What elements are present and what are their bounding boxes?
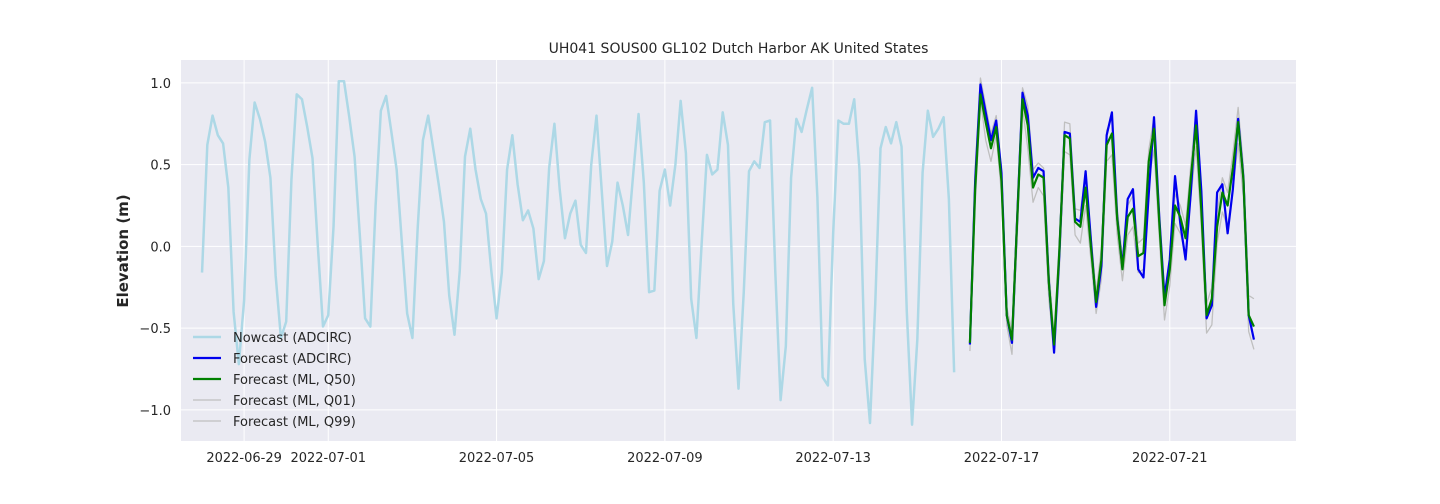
series-lines: [200, 77, 1255, 426]
x-tick-labels: 2022-06-29 2022-07-01 2022-07-05 2022-07-09…: [206, 451, 1207, 466]
chart-title: UH041 SOUS00 GL102 Dutch Harbor AK Unite…: [549, 41, 929, 57]
y-axis-label: Elevation (m): [114, 194, 132, 307]
x-tick-label: 2022-06-29: [206, 451, 282, 466]
x-tick-label: 2022-07-01: [290, 451, 366, 466]
series-forecast-ml-q50: [968, 93, 1255, 346]
y-tick-label: 1.0: [150, 77, 171, 92]
x-gridlines: [243, 60, 1171, 441]
x-tick-label: 2022-07-13: [795, 451, 871, 466]
legend-label: Nowcast (ADCIRC): [233, 331, 352, 346]
legend-label: Forecast (ML, Q01): [233, 394, 356, 409]
y-tick-label: 0.5: [150, 159, 171, 174]
x-tick-label: 2022-07-05: [459, 451, 535, 466]
x-tick-label: 2022-07-09: [627, 451, 703, 466]
y-tick-label: −1.0: [139, 404, 171, 419]
legend-label: Forecast (ADCIRC): [233, 352, 352, 367]
y-tick-labels: 1.0 0.5 0.0 −0.5 −1.0: [139, 77, 171, 419]
x-tick-label: 2022-07-21: [1132, 451, 1208, 466]
series-nowcast-adcirc: [200, 80, 956, 426]
legend-label: Forecast (ML, Q50): [233, 373, 356, 388]
legend-label: Forecast (ML, Q99): [233, 415, 356, 430]
y-tick-label: −0.5: [139, 322, 171, 337]
x-tick-label: 2022-07-17: [964, 451, 1040, 466]
legend: Nowcast (ADCIRC) Forecast (ADCIRC) Forecas…: [193, 331, 356, 430]
y-gridlines: [181, 82, 1296, 411]
y-tick-label: 0.0: [150, 240, 171, 255]
